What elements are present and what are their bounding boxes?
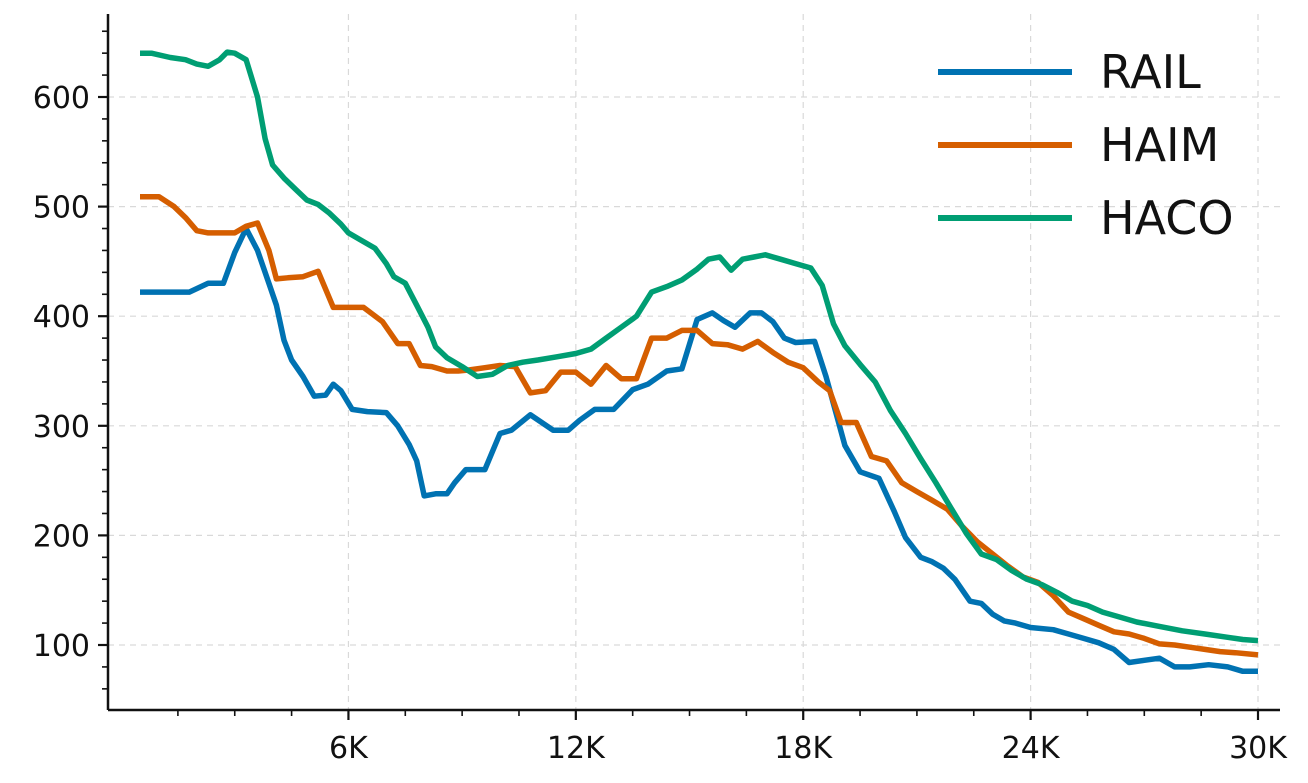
- series-line-rail: [140, 225, 1258, 675]
- legend-label-rail: RAIL: [1100, 45, 1201, 99]
- x-tick-label: 6K: [329, 731, 369, 766]
- series-line-haco: [140, 49, 1259, 644]
- axis-ticks: 6K 12K 18K 24K 30K 100 200 300 400 500 600: [33, 30, 1288, 766]
- legend-label-haco: HACO: [1100, 191, 1234, 245]
- y-tick-label: 300: [33, 410, 90, 445]
- y-tick-label: 100: [33, 629, 90, 664]
- series-line-haim: [140, 193, 1259, 658]
- legend-label-haim: HAIM: [1100, 118, 1219, 172]
- y-tick-label: 500: [33, 191, 90, 226]
- y-tick-label: 200: [33, 519, 90, 554]
- gridlines: [108, 14, 1280, 710]
- x-tick-label: 24K: [1002, 731, 1061, 766]
- x-tick-label: 18K: [774, 731, 833, 766]
- series-lines: [140, 49, 1259, 675]
- y-tick-label: 600: [33, 81, 90, 116]
- x-tick-label: 12K: [547, 731, 606, 766]
- legend: RAIL HAIM HACO: [938, 45, 1234, 245]
- axes: [106, 14, 1280, 712]
- x-tick-label: 30K: [1229, 731, 1288, 766]
- y-tick-label: 400: [33, 300, 90, 335]
